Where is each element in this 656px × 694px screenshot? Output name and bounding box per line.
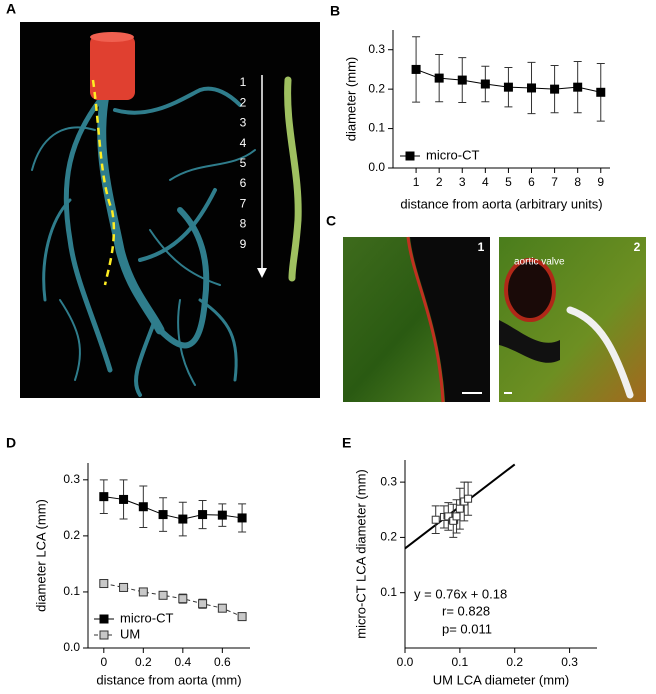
image-label: 2: [634, 240, 641, 254]
annotation: y = 0.76x + 0.18: [414, 586, 507, 601]
step-label: 3: [240, 116, 247, 130]
y-tick-label: 0.0: [368, 160, 385, 174]
panel-label: B: [330, 3, 340, 19]
x-axis-label: distance from aorta (arbitrary units): [400, 196, 602, 211]
x-axis-label: UM LCA diameter (mm): [433, 672, 570, 687]
step-label: 7: [240, 196, 247, 210]
y-tick-label: 0.0: [63, 640, 80, 654]
y-axis-label: micro-CT LCA diameter (mm): [353, 469, 368, 639]
x-tick-label: 2: [436, 175, 443, 189]
marker: [444, 512, 453, 521]
x-tick-label: 0.6: [214, 655, 231, 669]
legend-label: micro-CT: [120, 610, 173, 625]
marker: [527, 83, 537, 93]
marker: [434, 73, 444, 83]
marker: [237, 612, 247, 622]
step-label: 1: [240, 75, 247, 89]
marker: [138, 587, 148, 597]
marker: [596, 87, 606, 97]
y-tick-label: 0.3: [368, 42, 385, 56]
x-tick-label: 0.0: [397, 655, 414, 669]
x-tick-label: 0.1: [452, 655, 469, 669]
step-label: 5: [240, 156, 247, 170]
marker: [431, 515, 440, 524]
x-tick-label: 7: [551, 175, 558, 189]
y-tick-label: 0.1: [380, 585, 397, 599]
marker: [573, 82, 583, 92]
x-tick-label: 1: [413, 175, 420, 189]
histology-image: [343, 236, 490, 403]
step-label: 4: [240, 136, 247, 150]
marker: [550, 84, 560, 94]
vessel-image: [20, 22, 320, 398]
x-tick-label: 6: [528, 175, 535, 189]
legend-marker: [405, 151, 415, 161]
marker: [503, 82, 513, 92]
x-tick-label: 4: [482, 175, 489, 189]
legend-marker: [99, 630, 109, 640]
y-axis-label: diameter LCA (mm): [33, 499, 48, 612]
panel-label: A: [6, 1, 16, 17]
step-label: 9: [240, 237, 247, 251]
marker: [198, 510, 208, 520]
y-tick-label: 0.2: [368, 81, 385, 95]
marker: [138, 502, 148, 512]
y-tick-label: 0.3: [63, 472, 80, 486]
step-label: 8: [240, 217, 247, 231]
marker: [178, 514, 188, 524]
x-tick-label: 0.2: [135, 655, 152, 669]
marker: [178, 594, 188, 604]
marker: [99, 579, 109, 589]
x-tick-label: 8: [574, 175, 581, 189]
marker: [99, 492, 109, 502]
x-tick-label: 0.3: [561, 655, 578, 669]
y-tick-label: 0.1: [368, 121, 385, 135]
legend-label: micro-CT: [426, 147, 479, 162]
histology-image: [499, 237, 646, 402]
y-axis-label: diameter (mm): [343, 57, 358, 142]
x-tick-label: 3: [459, 175, 466, 189]
x-tick-label: 5: [505, 175, 512, 189]
marker: [158, 590, 168, 600]
panel-label: D: [6, 435, 16, 451]
x-tick-label: 0.4: [174, 655, 191, 669]
x-tick-label: 9: [597, 175, 604, 189]
legend-marker: [99, 614, 109, 624]
marker: [480, 79, 490, 89]
marker: [217, 603, 227, 613]
marker: [464, 494, 473, 503]
x-tick-label: 0.2: [506, 655, 523, 669]
x-tick-label: 0: [100, 655, 107, 669]
marker: [237, 513, 247, 523]
marker: [455, 504, 464, 513]
y-tick-label: 0.1: [63, 584, 80, 598]
annotation: p= 0.011: [442, 621, 492, 636]
image-label: 1: [478, 240, 485, 254]
y-tick-label: 0.3: [380, 474, 397, 488]
panel-label: C: [326, 213, 336, 229]
marker: [457, 75, 467, 85]
marker: [411, 64, 421, 74]
marker: [119, 582, 129, 592]
marker: [158, 510, 168, 520]
marker: [198, 599, 208, 609]
marker: [119, 494, 129, 504]
annotation: r= 0.828: [442, 603, 490, 618]
step-label: 2: [240, 95, 247, 109]
legend-label: UM: [120, 626, 140, 641]
step-label: 6: [240, 176, 247, 190]
panel-label: E: [342, 435, 351, 451]
image-annotation: aortic valve: [514, 257, 565, 268]
marker: [217, 510, 227, 520]
y-tick-label: 0.2: [380, 530, 397, 544]
marker: [452, 512, 461, 521]
y-tick-label: 0.2: [63, 528, 80, 542]
x-axis-label: distance from aorta (mm): [96, 672, 241, 687]
